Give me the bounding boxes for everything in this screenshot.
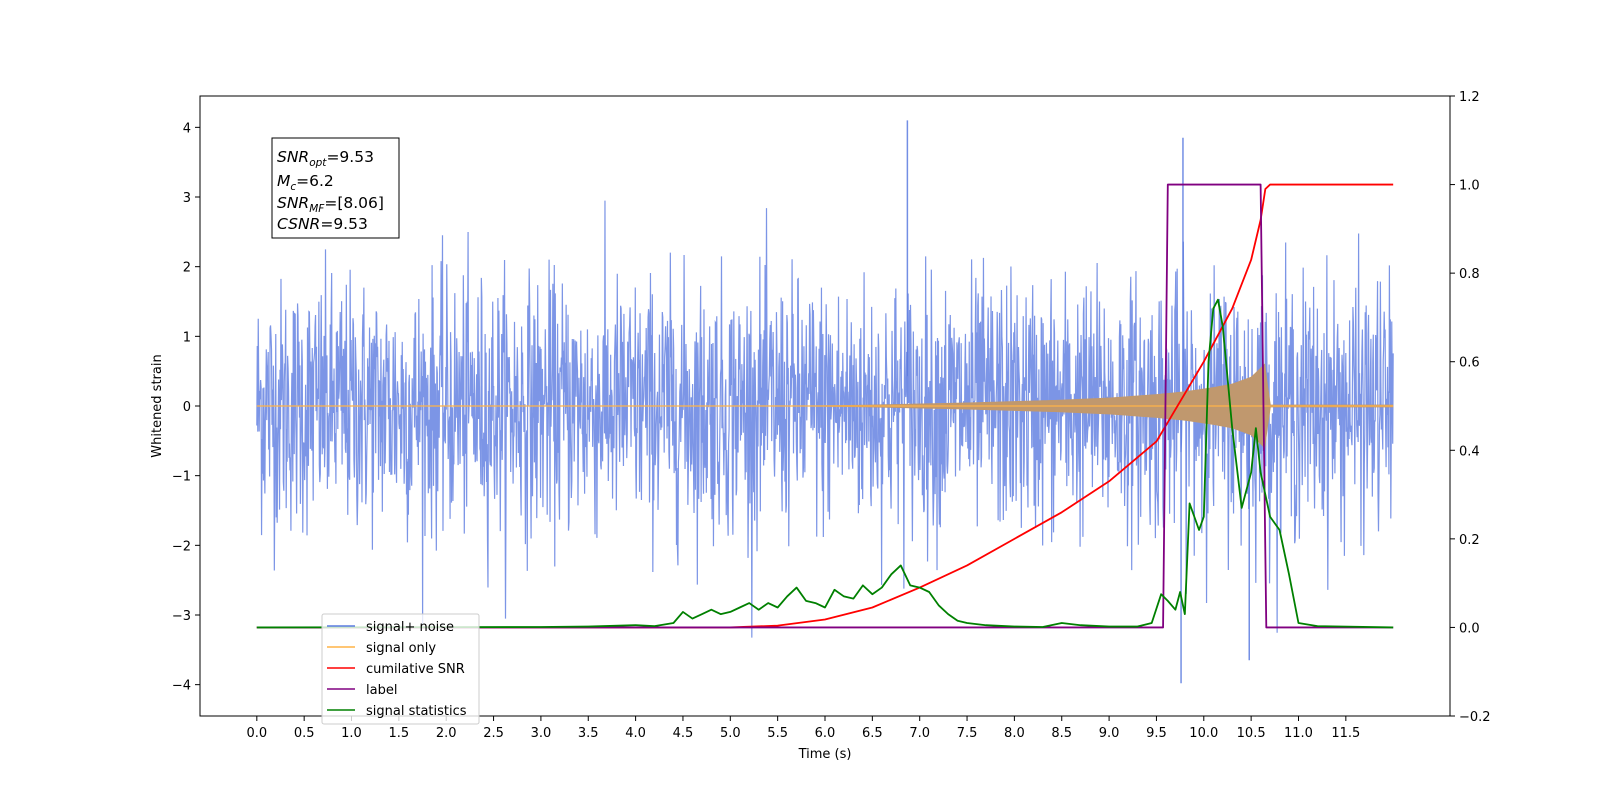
legend-label-signal-statistics: signal statistics [366, 704, 467, 719]
x-tick-label: 11.5 [1331, 726, 1360, 741]
y2-tick-label: 0.0 [1459, 621, 1480, 636]
legend-label-cumulative-snr: cumilative SNR [366, 662, 465, 677]
x-tick-label: 3.5 [578, 726, 599, 741]
x-axis: 0.0 0.5 1.0 1.5 2.0 2.5 3.0 3.5 4.0 4.5 5.0 5.5 6.0 6… [246, 716, 1360, 741]
x-tick-label: 6.5 [862, 726, 883, 741]
x-tick-label: 8.0 [1004, 726, 1025, 741]
x-tick-label: 1.0 [341, 726, 362, 741]
series-label [256, 183, 1394, 629]
series-signal-statistics [256, 298, 1394, 629]
y-tick-label: −1 [172, 470, 191, 485]
x-tick-label: 8.5 [1051, 726, 1072, 741]
annotation-box: SNRopt=9.53 Mc=6.2 SNRMF=[8.06] CSNR=9.5… [271, 137, 400, 239]
y-tick-label: 3 [183, 191, 191, 206]
y2-tick-label: 1.0 [1459, 179, 1480, 194]
y2-tick-label: 0.8 [1459, 267, 1480, 282]
x-tick-label: 0.5 [294, 726, 315, 741]
x-tick-label: 3.0 [531, 726, 552, 741]
y2-tick-label: 0.4 [1459, 444, 1480, 459]
x-tick-label: 11.0 [1284, 726, 1313, 741]
x-tick-label: 7.0 [909, 726, 930, 741]
x-tick-label: 4.0 [625, 726, 646, 741]
x-tick-label: 9.5 [1146, 726, 1167, 741]
annotation-csnr: CSNR=9.53 [277, 215, 368, 233]
y-tick-label: 2 [183, 261, 191, 276]
y2-tick-label: 1.2 [1459, 90, 1480, 105]
x-tick-label: 5.0 [720, 726, 741, 741]
series-layer [256, 120, 1394, 684]
legend: signal+ noise signal only cumilative SNR… [321, 613, 480, 725]
annotation-mc: Mc=6.2 [277, 172, 334, 193]
x-axis-label: Time (s) [798, 747, 852, 762]
x-tick-label: 7.5 [957, 726, 978, 741]
legend-label-signal-only: signal only [366, 641, 436, 656]
y-axis-left: −4 −3 −2 −1 0 1 2 3 4 [172, 121, 200, 694]
y-axis-right: −0.2 0.0 0.2 0.4 0.6 0.8 1.0 1.2 [1450, 90, 1491, 725]
y-tick-label: −4 [172, 679, 191, 694]
x-tick-label: 4.5 [673, 726, 694, 741]
y2-tick-label: 0.6 [1459, 356, 1480, 371]
x-tick-label: 9.0 [1099, 726, 1120, 741]
legend-label-signal-noise: signal+ noise [366, 620, 454, 635]
annotation-snr-mf: SNRMF=[8.06] [277, 194, 384, 215]
y-tick-label: −2 [172, 539, 191, 554]
x-tick-label: 10.0 [1189, 726, 1218, 741]
x-tick-label: 6.0 [815, 726, 836, 741]
legend-frame [321, 613, 480, 725]
x-tick-label: 10.5 [1237, 726, 1266, 741]
x-tick-label: 2.5 [483, 726, 504, 741]
y-axis-label: Whitened strain [150, 354, 165, 457]
y-tick-label: 1 [183, 330, 191, 345]
legend-label-label: label [366, 683, 397, 698]
y2-tick-label: 0.2 [1459, 533, 1480, 548]
y-tick-label: 0 [183, 400, 191, 415]
y-tick-label: 4 [183, 121, 191, 136]
x-tick-label: 2.0 [436, 726, 457, 741]
annotation-snr-opt: SNRopt=9.53 [277, 148, 374, 169]
series-signal-noise [256, 200, 1394, 638]
annotation-frame [271, 137, 400, 239]
x-tick-label: 5.5 [767, 726, 788, 741]
x-tick-label: 1.5 [389, 726, 410, 741]
y2-tick-label: −0.2 [1459, 710, 1491, 725]
x-tick-label: 0.0 [246, 726, 267, 741]
y-tick-label: −3 [172, 609, 191, 624]
